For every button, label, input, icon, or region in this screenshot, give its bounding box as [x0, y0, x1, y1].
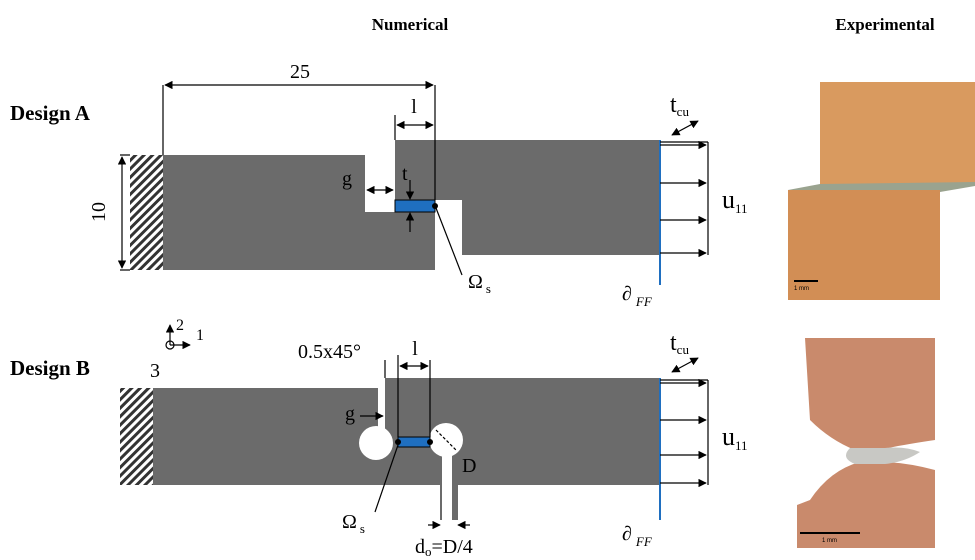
subscript: s: [360, 521, 365, 536]
load-arrows: [660, 121, 708, 255]
traction-label: tcu: [670, 330, 689, 357]
subscript: cu: [677, 104, 690, 119]
symbol: u: [722, 422, 735, 451]
symbol: Ω: [468, 271, 483, 293]
symbol: Ω: [342, 511, 357, 533]
weld-region: [395, 200, 435, 212]
boundary-label: ∂FF: [622, 283, 653, 309]
micrograph: [797, 462, 935, 548]
symbol: ∂: [622, 283, 632, 305]
point: [395, 439, 401, 445]
dim-label: l: [411, 96, 417, 118]
symbol: u: [722, 185, 735, 214]
micrograph: [820, 82, 975, 184]
displacement-label: u11: [722, 422, 748, 453]
leader: [436, 208, 462, 275]
design-label: Design B: [10, 356, 90, 380]
axis-label: 3: [150, 360, 160, 382]
specimen: [153, 378, 660, 520]
micrograph: [805, 338, 935, 450]
load-arrows: [660, 358, 708, 485]
dim-label: g: [342, 168, 352, 190]
subscript: 11: [735, 438, 748, 453]
subscript: s: [486, 281, 491, 296]
figure: Numerical Experimental Design A 25 l 10 …: [0, 0, 975, 560]
subscript: 11: [735, 201, 748, 216]
slit: [442, 450, 452, 520]
traction-label: tcu: [670, 92, 689, 119]
hole: [359, 426, 393, 460]
symbol: d: [415, 536, 425, 558]
clamp: [130, 155, 163, 270]
text: =D/4: [432, 536, 473, 558]
dim-label: 0.5x45°: [298, 341, 361, 363]
weld-zone: [846, 448, 920, 465]
dim-label: g: [345, 403, 355, 425]
weld-region: [398, 437, 430, 447]
column-title: Experimental: [835, 15, 934, 34]
scale-label: 1 mm: [794, 286, 809, 292]
hole-label: do=D/4: [415, 536, 473, 559]
design-label: Design A: [10, 101, 91, 125]
displacement-label: u11: [722, 185, 748, 216]
axis-label: 2: [176, 317, 184, 334]
dim-label: 25: [290, 61, 310, 83]
symbol: ∂: [622, 523, 632, 545]
axis-label: 1: [196, 327, 204, 344]
column-title: Numerical: [372, 15, 449, 34]
point: [432, 203, 438, 209]
scale-label: 1 mm: [822, 538, 837, 544]
subscript: cu: [677, 342, 690, 357]
dim-label: l: [412, 338, 418, 360]
clamp: [120, 388, 153, 485]
subscript: FF: [635, 294, 653, 309]
dim-label: 10: [88, 202, 110, 222]
point: [427, 439, 433, 445]
boundary-label: ∂FF: [622, 523, 653, 549]
micrograph: [788, 190, 940, 300]
dim-label: D: [462, 455, 476, 477]
subscript: FF: [635, 534, 653, 549]
dim-label: t: [402, 163, 408, 185]
